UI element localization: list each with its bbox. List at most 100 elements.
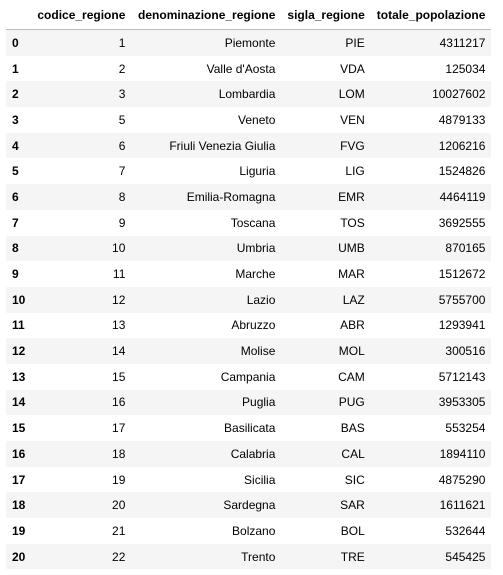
cell-sigla-regione: LOM — [338, 87, 365, 102]
row-index: 6 — [12, 189, 19, 204]
table-row: 17 19 Sicilia SIC 4875290 — [6, 466, 492, 493]
cell-codice-regione: 22 — [112, 549, 126, 564]
cell-denominazione-regione: Veneto — [238, 112, 276, 127]
cell-totale-popolazione: 1894110 — [439, 446, 486, 461]
header-index — [6, 0, 32, 30]
cell-totale-popolazione: 545425 — [445, 549, 486, 564]
dataframe-table: codice_regione denominazione_regione sig… — [6, 0, 492, 570]
table-body: 0 1 Piemonte PIE 4311217 1 2 Valle d'Aosta VDA 12… — [6, 29, 492, 570]
cell-codice-regione: 5 — [118, 112, 126, 127]
header-codice-regione: codice_regione — [31, 0, 132, 30]
table-row: 18 20 Sardegna SAR 1611621 — [6, 492, 492, 519]
row-index: 19 — [12, 523, 26, 538]
cell-sigla-regione: SIC — [344, 472, 365, 487]
cell-sigla-regione: FVG — [340, 138, 365, 153]
row-index: 16 — [12, 446, 26, 461]
header-totale-popolazione: totale_popolazione — [370, 0, 492, 30]
cell-codice-regione: 2 — [118, 61, 126, 76]
cell-denominazione-regione: Friuli Venezia Giulia — [169, 138, 276, 153]
cell-totale-popolazione: 125034 — [445, 61, 486, 76]
table-row: 12 14 Molise MOL 300516 — [6, 338, 492, 364]
cell-denominazione-regione: Calabria — [230, 446, 276, 461]
cell-totale-popolazione: 1524826 — [438, 164, 486, 179]
cell-denominazione-regione: Trento — [241, 549, 276, 564]
cell-denominazione-regione: Sardegna — [223, 498, 276, 513]
cell-denominazione-regione: Valle d'Aosta — [206, 61, 276, 76]
row-index: 14 — [12, 395, 26, 410]
cell-codice-regione: 21 — [112, 523, 126, 538]
cell-denominazione-regione: Bolzano — [232, 523, 276, 538]
table-row: 6 8 Emilia-Romagna EMR 4464119 — [6, 184, 492, 210]
header-denominazione-regione: denominazione_regione — [131, 0, 282, 30]
cell-codice-regione: 14 — [112, 344, 126, 359]
cell-denominazione-regione: Lombardia — [218, 87, 276, 102]
row-index: 18 — [12, 498, 26, 513]
table-row: 1 2 Valle d'Aosta VDA 125034 — [6, 55, 492, 82]
header-sigla-regione: sigla_regione — [281, 0, 371, 30]
cell-denominazione-regione: Basilicata — [224, 421, 276, 436]
row-index: 11 — [12, 318, 25, 333]
row-index: 2 — [12, 87, 19, 102]
cell-codice-regione: 9 — [118, 215, 126, 230]
cell-codice-regione: 1 — [118, 35, 126, 50]
row-index: 15 — [12, 421, 26, 436]
row-index: 12 — [12, 344, 26, 359]
cell-denominazione-regione: Liguria — [239, 164, 276, 179]
cell-sigla-regione: TRE — [340, 549, 365, 564]
cell-denominazione-regione: Piemonte — [224, 35, 276, 50]
cell-totale-popolazione: 1293941 — [438, 318, 486, 333]
cell-sigla-regione: LAZ — [342, 292, 365, 307]
cell-sigla-regione: CAM — [338, 369, 365, 384]
cell-codice-regione: 15 — [112, 369, 126, 384]
table-header: codice_regione denominazione_regione sig… — [6, 0, 492, 30]
cell-sigla-regione: SAR — [340, 498, 365, 513]
cell-codice-regione: 7 — [118, 164, 126, 179]
row-index: 8 — [12, 241, 19, 256]
table-row: 20 22 Trento TRE 545425 — [6, 543, 492, 570]
row-index: 13 — [12, 369, 26, 384]
cell-codice-regione: 19 — [112, 472, 126, 487]
cell-denominazione-regione: Molise — [240, 344, 276, 359]
cell-sigla-regione: MAR — [338, 267, 365, 282]
cell-totale-popolazione: 3953305 — [438, 395, 486, 410]
table-row: 3 5 Veneto VEN 4879133 — [6, 107, 492, 133]
cell-totale-popolazione: 1206216 — [438, 138, 486, 153]
cell-sigla-regione: ABR — [340, 318, 365, 333]
cell-totale-popolazione: 870165 — [445, 241, 486, 256]
row-index: 20 — [12, 549, 26, 564]
header-row: codice_regione denominazione_regione sig… — [6, 0, 492, 30]
cell-denominazione-regione: Puglia — [242, 395, 276, 410]
cell-totale-popolazione: 1512672 — [438, 267, 486, 282]
table-row: 0 1 Piemonte PIE 4311217 — [6, 29, 492, 56]
table-row: 11 13 Abruzzo ABR 1293941 — [6, 312, 492, 339]
cell-codice-regione: 6 — [118, 138, 126, 153]
cell-denominazione-regione: Sicilia — [244, 472, 276, 487]
cell-denominazione-regione: Toscana — [230, 215, 276, 230]
cell-sigla-regione: MOL — [338, 344, 365, 359]
table-row: 16 18 Calabria CAL 1894110 — [6, 441, 492, 467]
cell-denominazione-regione: Marche — [235, 267, 276, 282]
cell-denominazione-regione: Umbria — [236, 241, 276, 256]
cell-denominazione-regione: Lazio — [246, 292, 276, 307]
cell-sigla-regione: BOL — [340, 523, 365, 538]
cell-totale-popolazione: 4464119 — [439, 189, 486, 204]
cell-sigla-regione: PIE — [345, 35, 365, 50]
row-index: 3 — [12, 112, 19, 127]
table-row: 14 16 Puglia PUG 3953305 — [6, 389, 492, 416]
cell-sigla-regione: CAL — [341, 446, 365, 461]
table-row: 5 7 Liguria LIG 1524826 — [6, 158, 492, 185]
row-index: 10 — [12, 292, 26, 307]
cell-sigla-regione: EMR — [338, 189, 365, 204]
cell-sigla-regione: VEN — [340, 112, 365, 127]
cell-denominazione-regione: Emilia-Romagna — [186, 189, 276, 204]
cell-sigla-regione: UMB — [338, 241, 365, 256]
table-row: 13 15 Campania CAM 5712143 — [6, 363, 492, 390]
cell-codice-regione: 13 — [112, 318, 126, 333]
row-index: 5 — [12, 164, 19, 179]
cell-totale-popolazione: 300516 — [445, 344, 486, 359]
cell-sigla-regione: PUG — [338, 395, 365, 410]
cell-sigla-regione: VDA — [340, 61, 365, 76]
cell-codice-regione: 12 — [112, 292, 126, 307]
cell-denominazione-regione: Abruzzo — [231, 318, 276, 333]
table-row: 7 9 Toscana TOS 3692555 — [6, 209, 492, 236]
